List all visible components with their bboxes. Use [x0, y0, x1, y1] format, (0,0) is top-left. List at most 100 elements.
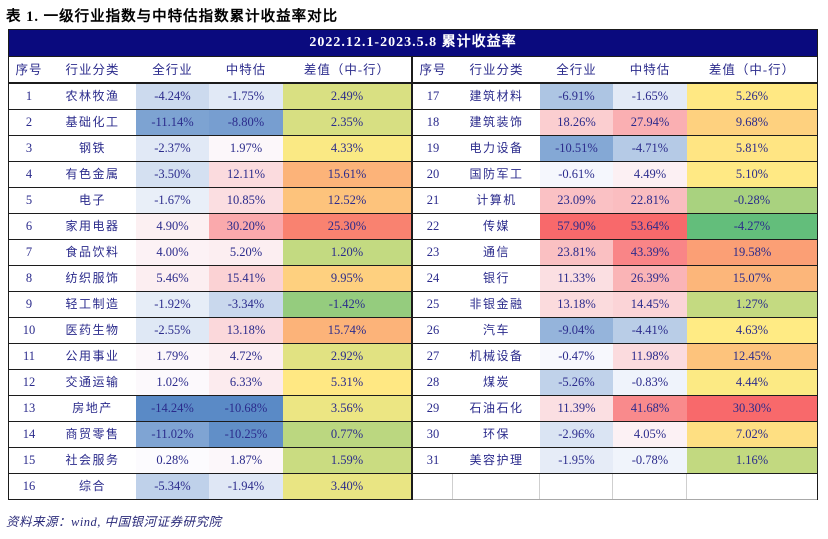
diff-value: 7.02% — [687, 422, 817, 447]
industry-name: 煤炭 — [482, 375, 510, 389]
empty-cell — [687, 474, 817, 499]
column-header-row: 序号 行业分类 全行业 中特估 差值（中-行） — [413, 57, 817, 84]
diff-value: 25.30% — [283, 214, 411, 239]
column-header-row: 序号 行业分类 全行业 中特估 差值（中-行） — [9, 57, 411, 84]
table-row: 8 纺织服饰 5.46% 15.41% 9.95% — [9, 266, 411, 292]
industry-name: 轻工制造 — [65, 297, 120, 311]
table-row: 3 钢铁 -2.37% 1.97% 4.33% — [9, 136, 411, 162]
col-header-ztg: 中特估 — [629, 63, 671, 77]
industry-name: 非银金融 — [469, 297, 524, 311]
zhongtegu-value: 6.33% — [209, 370, 283, 395]
diff-value: -4.27% — [687, 214, 817, 239]
industry-name: 房地产 — [72, 401, 113, 415]
all-industry-value: -14.24% — [136, 396, 209, 421]
col-header-all: 全行业 — [556, 63, 597, 77]
table-row: 2 基础化工 -11.14% -8.80% 2.35% — [9, 110, 411, 136]
all-industry-value: -4.24% — [136, 84, 209, 109]
row-number: 2 — [25, 115, 33, 129]
diff-value: 1.20% — [283, 240, 411, 265]
zhongtegu-value: -10.25% — [209, 422, 283, 447]
row-number: 14 — [22, 427, 36, 441]
row-number: 16 — [22, 479, 36, 493]
diff-value: 1.16% — [687, 448, 817, 473]
industry-name: 石油石化 — [469, 401, 524, 415]
table-row: 7 食品饮料 4.00% 5.20% 1.20% — [9, 240, 411, 266]
row-number: 26 — [426, 323, 440, 337]
table-row: 9 轻工制造 -1.92% -3.34% -1.42% — [9, 292, 411, 318]
industry-name: 建筑装饰 — [469, 115, 524, 129]
table-row: 31 美容护理 -1.95% -0.78% 1.16% — [413, 448, 817, 474]
zhongtegu-value: 5.20% — [209, 240, 283, 265]
zhongtegu-value: 11.98% — [613, 344, 687, 369]
all-industry-value: -10.51% — [540, 136, 613, 161]
row-number: 31 — [426, 453, 440, 467]
diff-value: 5.81% — [687, 136, 817, 161]
row-number: 9 — [25, 297, 33, 311]
table-row: 17 建筑材料 -6.91% -1.65% 5.26% — [413, 84, 817, 110]
zhongtegu-value: -10.68% — [209, 396, 283, 421]
industry-name: 商贸零售 — [65, 427, 120, 441]
all-industry-value: -6.91% — [540, 84, 613, 109]
empty-cell — [540, 474, 613, 499]
industry-name: 建筑材料 — [469, 89, 524, 103]
row-number: 30 — [426, 427, 440, 441]
all-industry-value: 57.90% — [540, 214, 613, 239]
row-number: 21 — [426, 193, 440, 207]
table-row: 18 建筑装饰 18.26% 27.94% 9.68% — [413, 110, 817, 136]
table-halves: 序号 行业分类 全行业 中特估 差值（中-行） 1 农林牧渔 -4.24% -1.75… — [9, 57, 817, 500]
industry-name: 计算机 — [476, 193, 517, 207]
all-industry-value: -3.50% — [136, 162, 209, 187]
table-row: 1 农林牧渔 -4.24% -1.75% 2.49% — [9, 84, 411, 110]
row-number: 10 — [22, 323, 36, 337]
industry-name: 交通运输 — [65, 375, 120, 389]
all-industry-value: -1.67% — [136, 188, 209, 213]
table-row: 6 家用电器 4.90% 30.20% 25.30% — [9, 214, 411, 240]
all-industry-value: 23.81% — [540, 240, 613, 265]
industry-name: 家用电器 — [65, 219, 120, 233]
row-number: 3 — [25, 141, 33, 155]
table-row: 26 汽车 -9.04% -4.41% 4.63% — [413, 318, 817, 344]
zhongtegu-value: 14.45% — [613, 292, 687, 317]
table-rows-right: 17 建筑材料 -6.91% -1.65% 5.26% 18 建筑装饰 18.26% 27.94… — [413, 84, 817, 500]
diff-value: 2.92% — [283, 344, 411, 369]
row-number: 1 — [25, 89, 33, 103]
table-row: 4 有色金属 -3.50% 12.11% 15.61% — [9, 162, 411, 188]
industry-name: 汽车 — [482, 323, 510, 337]
zhongtegu-value: 4.49% — [613, 162, 687, 187]
row-number: 11 — [22, 349, 36, 363]
table-row: 13 房地产 -14.24% -10.68% 3.56% — [9, 396, 411, 422]
col-header-all: 全行业 — [152, 63, 193, 77]
all-industry-value: -11.14% — [136, 110, 209, 135]
all-industry-value: 4.90% — [136, 214, 209, 239]
row-number: 23 — [426, 245, 440, 259]
row-number: 27 — [426, 349, 440, 363]
empty-row — [413, 474, 817, 500]
industry-name: 环保 — [482, 427, 510, 441]
source-note: 资料来源：wind, 中国银河证券研究院 — [6, 515, 222, 529]
col-header-industry: 行业分类 — [469, 63, 524, 77]
zhongtegu-value: -1.75% — [209, 84, 283, 109]
row-number: 13 — [22, 401, 36, 415]
table-row: 14 商贸零售 -11.02% -10.25% 0.77% — [9, 422, 411, 448]
industry-name: 基础化工 — [65, 115, 120, 129]
zhongtegu-value: -1.94% — [209, 474, 283, 499]
table-half-right: 序号 行业分类 全行业 中特估 差值（中-行） 17 建筑材料 -6.91% -1.6… — [413, 57, 817, 500]
diff-value: 3.40% — [283, 474, 411, 499]
table-row: 19 电力设备 -10.51% -4.71% 5.81% — [413, 136, 817, 162]
empty-cell — [613, 474, 687, 499]
industry-name: 传媒 — [482, 219, 510, 233]
row-number: 29 — [426, 401, 440, 415]
table-row: 30 环保 -2.96% 4.05% 7.02% — [413, 422, 817, 448]
all-industry-value: -2.55% — [136, 318, 209, 343]
row-number: 24 — [426, 271, 440, 285]
industry-name: 通信 — [482, 245, 510, 259]
zhongtegu-value: -1.65% — [613, 84, 687, 109]
table-row: 15 社会服务 0.28% 1.87% 1.59% — [9, 448, 411, 474]
zhongtegu-value: 4.05% — [613, 422, 687, 447]
row-number: 5 — [25, 193, 33, 207]
all-industry-value: -9.04% — [540, 318, 613, 343]
zhongtegu-value: 43.39% — [613, 240, 687, 265]
zhongtegu-value: 12.11% — [209, 162, 283, 187]
col-header-industry: 行业分类 — [65, 63, 120, 77]
col-header-diff: 差值（中-行） — [708, 63, 796, 77]
